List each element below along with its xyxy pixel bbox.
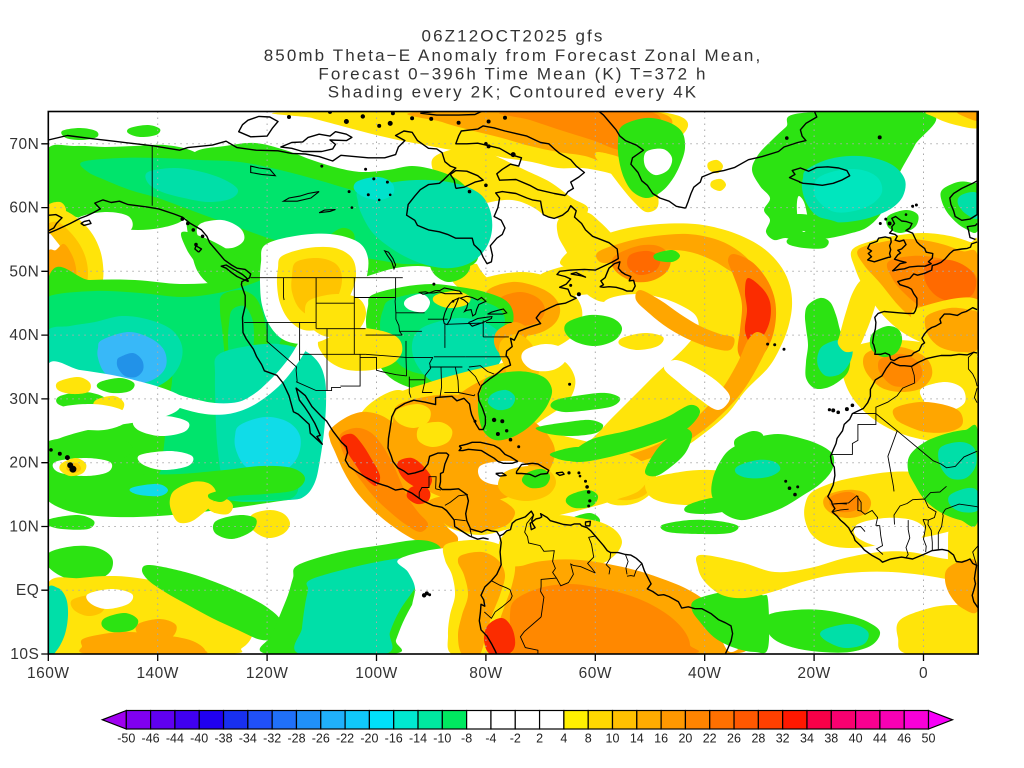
svg-text:140W: 140W	[136, 665, 179, 682]
svg-text:40: 40	[849, 732, 863, 746]
svg-text:80W: 80W	[469, 665, 502, 682]
svg-text:EQ: EQ	[16, 582, 39, 599]
svg-text:14: 14	[630, 732, 644, 746]
svg-text:10: 10	[606, 732, 620, 746]
svg-text:20: 20	[678, 732, 692, 746]
svg-text:4: 4	[560, 732, 567, 746]
svg-text:-10: -10	[433, 732, 451, 746]
svg-text:-22: -22	[336, 732, 354, 746]
svg-text:40W: 40W	[688, 665, 721, 682]
svg-text:60W: 60W	[579, 665, 612, 682]
svg-text:-4: -4	[485, 732, 496, 746]
svg-text:-26: -26	[312, 732, 330, 746]
svg-text:-50: -50	[117, 732, 135, 746]
svg-text:8: 8	[585, 732, 592, 746]
svg-text:-16: -16	[385, 732, 403, 746]
svg-text:50: 50	[922, 732, 936, 746]
svg-text:20W: 20W	[797, 665, 830, 682]
svg-text:-38: -38	[214, 732, 232, 746]
svg-text:-2: -2	[510, 732, 521, 746]
svg-text:850mb Theta−E Anomaly from For: 850mb Theta−E Anomaly from Forecast Zona…	[264, 46, 763, 65]
svg-text:-32: -32	[263, 732, 281, 746]
svg-text:160W: 160W	[27, 665, 70, 682]
svg-text:10N: 10N	[9, 519, 39, 536]
svg-text:-20: -20	[360, 732, 378, 746]
svg-text:40N: 40N	[9, 327, 39, 344]
svg-text:30N: 30N	[9, 391, 39, 408]
svg-text:-8: -8	[461, 732, 472, 746]
svg-text:06Z12OCT2025 gfs: 06Z12OCT2025 gfs	[422, 27, 605, 46]
svg-text:-46: -46	[142, 732, 160, 746]
svg-text:-14: -14	[409, 732, 427, 746]
svg-text:38: 38	[824, 732, 838, 746]
svg-text:20N: 20N	[9, 455, 39, 472]
svg-text:2: 2	[536, 732, 543, 746]
svg-text:10S: 10S	[10, 646, 39, 663]
svg-text:Forecast 0−396h Time Mean (K): Forecast 0−396h Time Mean (K) T=372 h	[318, 65, 707, 84]
svg-text:70N: 70N	[9, 136, 39, 153]
svg-text:Shading every 2K; Contoured ev: Shading every 2K; Contoured every 4K	[328, 83, 698, 102]
svg-text:50N: 50N	[9, 263, 39, 280]
svg-text:32: 32	[776, 732, 790, 746]
svg-text:-34: -34	[239, 732, 257, 746]
svg-text:44: 44	[873, 732, 887, 746]
svg-text:-28: -28	[287, 732, 305, 746]
svg-text:22: 22	[703, 732, 717, 746]
svg-text:-44: -44	[166, 732, 184, 746]
svg-text:28: 28	[751, 732, 765, 746]
svg-text:0: 0	[919, 665, 928, 682]
svg-text:16: 16	[654, 732, 668, 746]
svg-text:100W: 100W	[355, 665, 398, 682]
svg-text:34: 34	[800, 732, 814, 746]
svg-text:60N: 60N	[9, 200, 39, 217]
svg-text:46: 46	[897, 732, 911, 746]
svg-text:120W: 120W	[246, 665, 289, 682]
svg-text:26: 26	[727, 732, 741, 746]
svg-text:-40: -40	[190, 732, 208, 746]
